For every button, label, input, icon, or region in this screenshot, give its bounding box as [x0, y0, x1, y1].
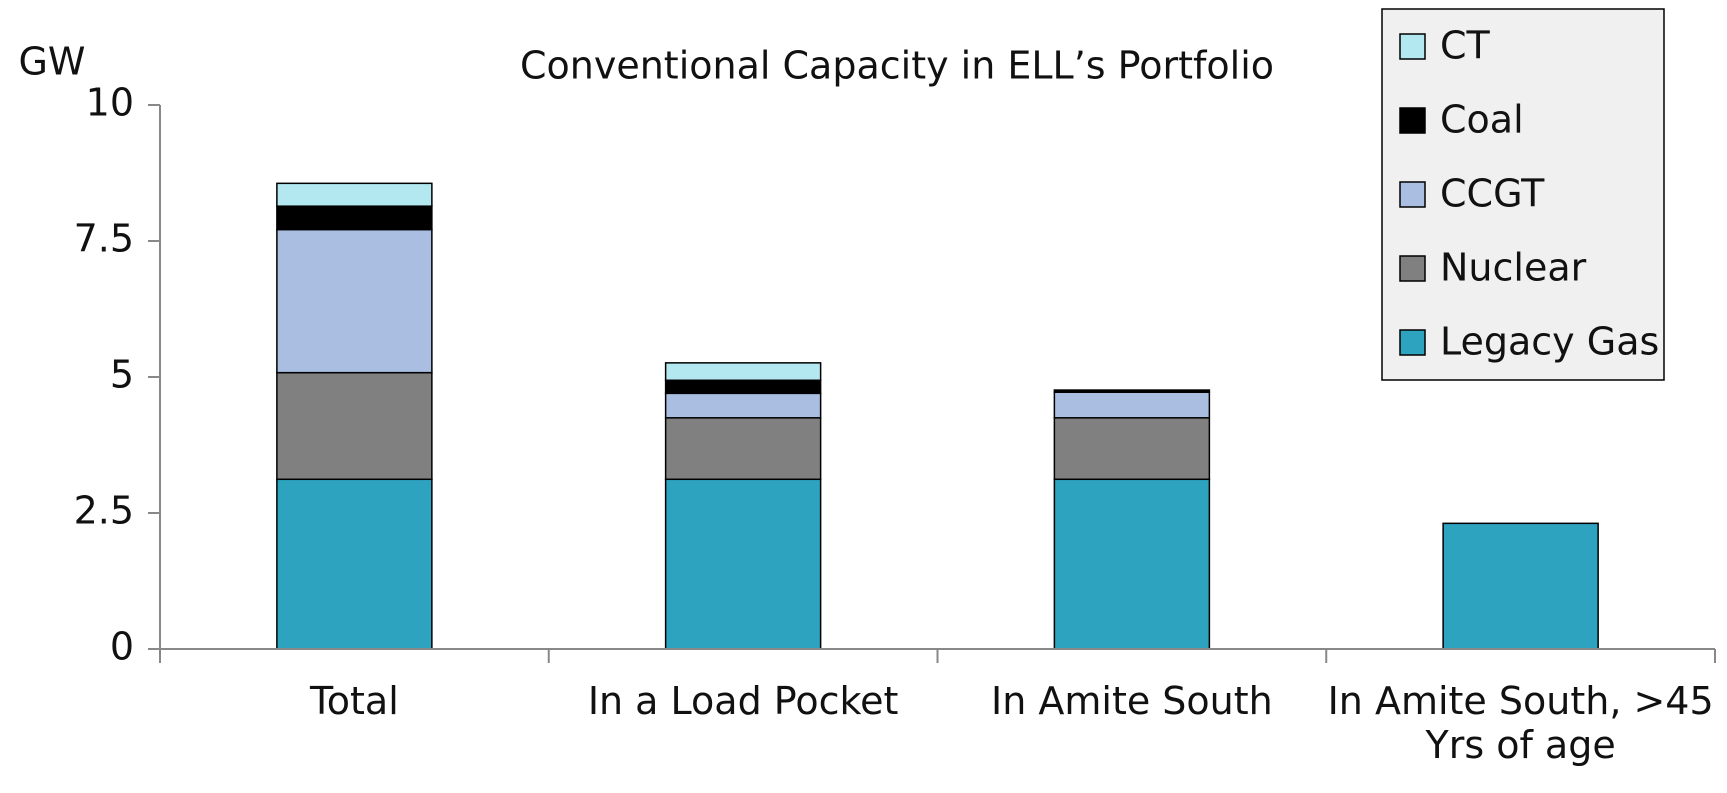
bar-segment — [276, 182, 433, 207]
y-tick-label: 7.5 — [74, 217, 134, 261]
y-tick-label: 10 — [86, 81, 134, 125]
bar-segment — [276, 228, 433, 374]
legend-label: CCGT — [1440, 172, 1545, 216]
legend-label: Nuclear — [1440, 246, 1587, 290]
x-tick-label: In Amite South — [991, 679, 1273, 723]
legend-swatch — [1399, 33, 1426, 60]
y-tick-label: 0 — [110, 625, 134, 669]
legend-label: Coal — [1440, 98, 1524, 142]
bar-segment — [664, 392, 822, 419]
bar-segment — [664, 478, 822, 650]
legend-swatch — [1399, 255, 1426, 282]
bar-segment — [276, 371, 433, 481]
chart-title: Conventional Capacity in ELL’s Portfolio — [520, 44, 1274, 88]
y-tick-label: 2.5 — [74, 489, 134, 533]
legend-label: CT — [1440, 24, 1491, 68]
bar-segment — [1053, 417, 1211, 481]
x-tick-label: Total — [310, 679, 399, 723]
legend-swatch — [1399, 329, 1426, 356]
bar-segment — [276, 205, 433, 231]
bar-segment — [1053, 391, 1211, 419]
bar-segment — [1053, 478, 1211, 650]
legend-swatch — [1399, 181, 1426, 208]
bar-segment — [664, 362, 822, 382]
bar-segment — [1442, 522, 1599, 650]
x-tick-label: In a Load Pocket — [587, 679, 899, 723]
bar-segment — [664, 417, 822, 481]
y-axis-label: GW — [18, 40, 85, 84]
bar-segment — [276, 478, 433, 650]
x-tick-label: In Amite South, >45 Yrs of age — [1327, 679, 1714, 767]
legend-swatch — [1399, 107, 1426, 134]
legend-box — [1381, 8, 1665, 381]
y-tick-label: 5 — [110, 353, 134, 397]
bar-segment — [1053, 389, 1211, 393]
bar-segment — [664, 379, 822, 395]
legend-label: Legacy Gas — [1440, 320, 1659, 364]
